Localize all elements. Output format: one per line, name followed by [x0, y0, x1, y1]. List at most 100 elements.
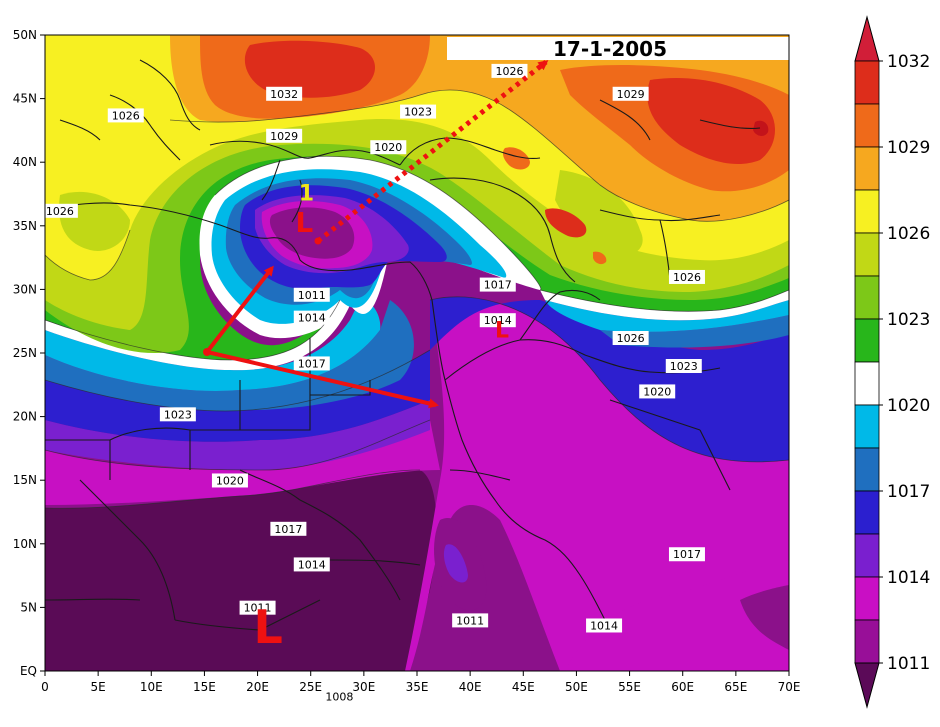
contour-label: 1020	[370, 140, 407, 155]
contour-label-text: 1017	[274, 523, 302, 536]
contour-label-box	[370, 140, 407, 155]
contour-label-text: 1011	[244, 602, 272, 615]
contour-label-text: 1023	[670, 360, 698, 373]
colorbar-label: 1014	[887, 568, 930, 588]
colorbar-segment	[854, 447, 880, 492]
contour-label: 1026	[107, 108, 144, 123]
contour-label: 1023	[159, 407, 196, 422]
contour-label-text: 1026	[112, 109, 140, 122]
contour-label-box	[479, 313, 516, 328]
contour-label-text: 1023	[164, 408, 192, 421]
low-marker: L	[254, 600, 283, 654]
contour-label: 1011	[452, 613, 489, 628]
y-tick-label: 25N	[13, 346, 37, 360]
pressure-band-p1029	[593, 251, 607, 265]
contour-label-box	[479, 277, 516, 292]
low-marker: L	[495, 319, 509, 344]
y-tick-label: EQ	[20, 664, 37, 678]
y-tick-label: 10N	[13, 537, 37, 551]
contour-label-text: 1026	[617, 332, 645, 345]
contour-label: 1029	[266, 128, 303, 143]
contour-label-text: 1017	[673, 548, 701, 561]
contour-label-box	[452, 613, 489, 628]
colorbar-segment	[854, 275, 880, 320]
pressure-band-p1025	[555, 170, 643, 257]
colorbar-label: 1011	[887, 654, 930, 674]
pressure-band-p1018	[45, 300, 414, 411]
x-tick-label: 5E	[91, 680, 106, 694]
contour-label-text: 1017	[298, 357, 326, 370]
contour-label: 1017	[270, 521, 307, 536]
contour-label-text: 1023	[404, 106, 432, 119]
x-axis: 0 5E 10E 15E 20E 25E 30E 35E 40E 45E 50E 55E 60E 65E 7…	[41, 671, 800, 694]
contour-label-text: 1020	[216, 474, 244, 487]
contour-label: 1029	[612, 86, 649, 101]
pressure-band-p1014	[565, 560, 789, 671]
pressure-band-p1033	[753, 120, 769, 136]
contour-label: 1026	[491, 63, 528, 78]
pressure-band-p1031	[244, 40, 375, 98]
pressure-band-p1014	[405, 296, 789, 671]
contour-label-text: 1020	[643, 385, 671, 398]
contour-label-box	[211, 473, 248, 488]
y-tick-label: 40N	[13, 155, 37, 169]
pressure-band-p1015	[443, 544, 468, 583]
pressure-band-p1011	[269, 207, 355, 259]
colorbar-segment	[854, 533, 880, 578]
trajectory-arrows	[203, 60, 549, 409]
pressure-band-p1021	[45, 300, 350, 371]
contour-label-box	[239, 600, 276, 615]
x-tick-label: 20E	[246, 680, 269, 694]
contour-label-text: 1014	[590, 619, 618, 632]
contour-label: 1017	[479, 277, 516, 292]
contour-label: 1020	[639, 384, 676, 399]
colorbar-label: 1026	[887, 224, 930, 244]
contour-label-text: 1029	[270, 130, 298, 143]
contour-label-box	[668, 547, 705, 562]
contour-label-text: 1029	[617, 88, 645, 101]
contour-label-text: 1017	[484, 279, 512, 292]
x-tick-label: 65E	[724, 680, 747, 694]
colorbar-segment	[854, 189, 880, 234]
y-axis: 50N 45N 40N 35N 30N 25N 20N 15N 10N 5N EQ	[13, 28, 45, 678]
x-tick-label: 15E	[193, 680, 216, 694]
x-tick-label: 25E	[299, 680, 322, 694]
arrow-to-east	[206, 350, 439, 409]
arrow-to-low	[205, 265, 274, 354]
contour-label-box	[639, 384, 676, 399]
colorbar-segment	[854, 361, 880, 406]
colorbar-label: 1032	[887, 52, 930, 72]
contour-label-box	[586, 618, 623, 633]
contour-label: 1014	[293, 310, 330, 325]
contour-labels: 1032 1029 1026 1026 1026 1023 1020 1029 1026 1026…	[41, 63, 705, 704]
colorbar-segment	[854, 490, 880, 535]
contour-label-box	[491, 63, 528, 78]
pressure-band-p1029	[502, 147, 530, 170]
contour-label: 1008	[321, 689, 358, 704]
colorbar-bottom-arrow	[854, 662, 880, 709]
contour-label-text: 1026	[46, 205, 74, 218]
colorbar-segment	[854, 60, 880, 105]
low-pressure-markers: L L L	[254, 206, 510, 654]
contour-label-text: 1014	[484, 314, 512, 327]
contour-label-box	[293, 557, 330, 572]
colorbar-segment	[854, 576, 880, 621]
colorbar-segment	[854, 146, 880, 191]
contour-label: 1017	[668, 547, 705, 562]
x-tick-label: 50E	[565, 680, 588, 694]
contour-label-box	[266, 86, 303, 101]
contour-label-box	[270, 521, 307, 536]
contour-label-box	[321, 689, 358, 704]
contour-label: 1023	[665, 358, 702, 373]
colorbar-label: 1020	[887, 396, 930, 416]
contour-label: 1026	[668, 269, 705, 284]
x-tick-label: 40E	[459, 680, 482, 694]
x-tick-label: 60E	[671, 680, 694, 694]
pressure-band-p1014	[45, 420, 440, 505]
arrow-origin-dot	[203, 348, 211, 356]
pressure-band-p1031	[647, 78, 775, 165]
contour-label-text: 1011	[298, 289, 326, 302]
contour-label-text: 1014	[298, 558, 326, 571]
y-tick-label: 5N	[20, 600, 37, 614]
low-marker: L	[295, 206, 313, 239]
